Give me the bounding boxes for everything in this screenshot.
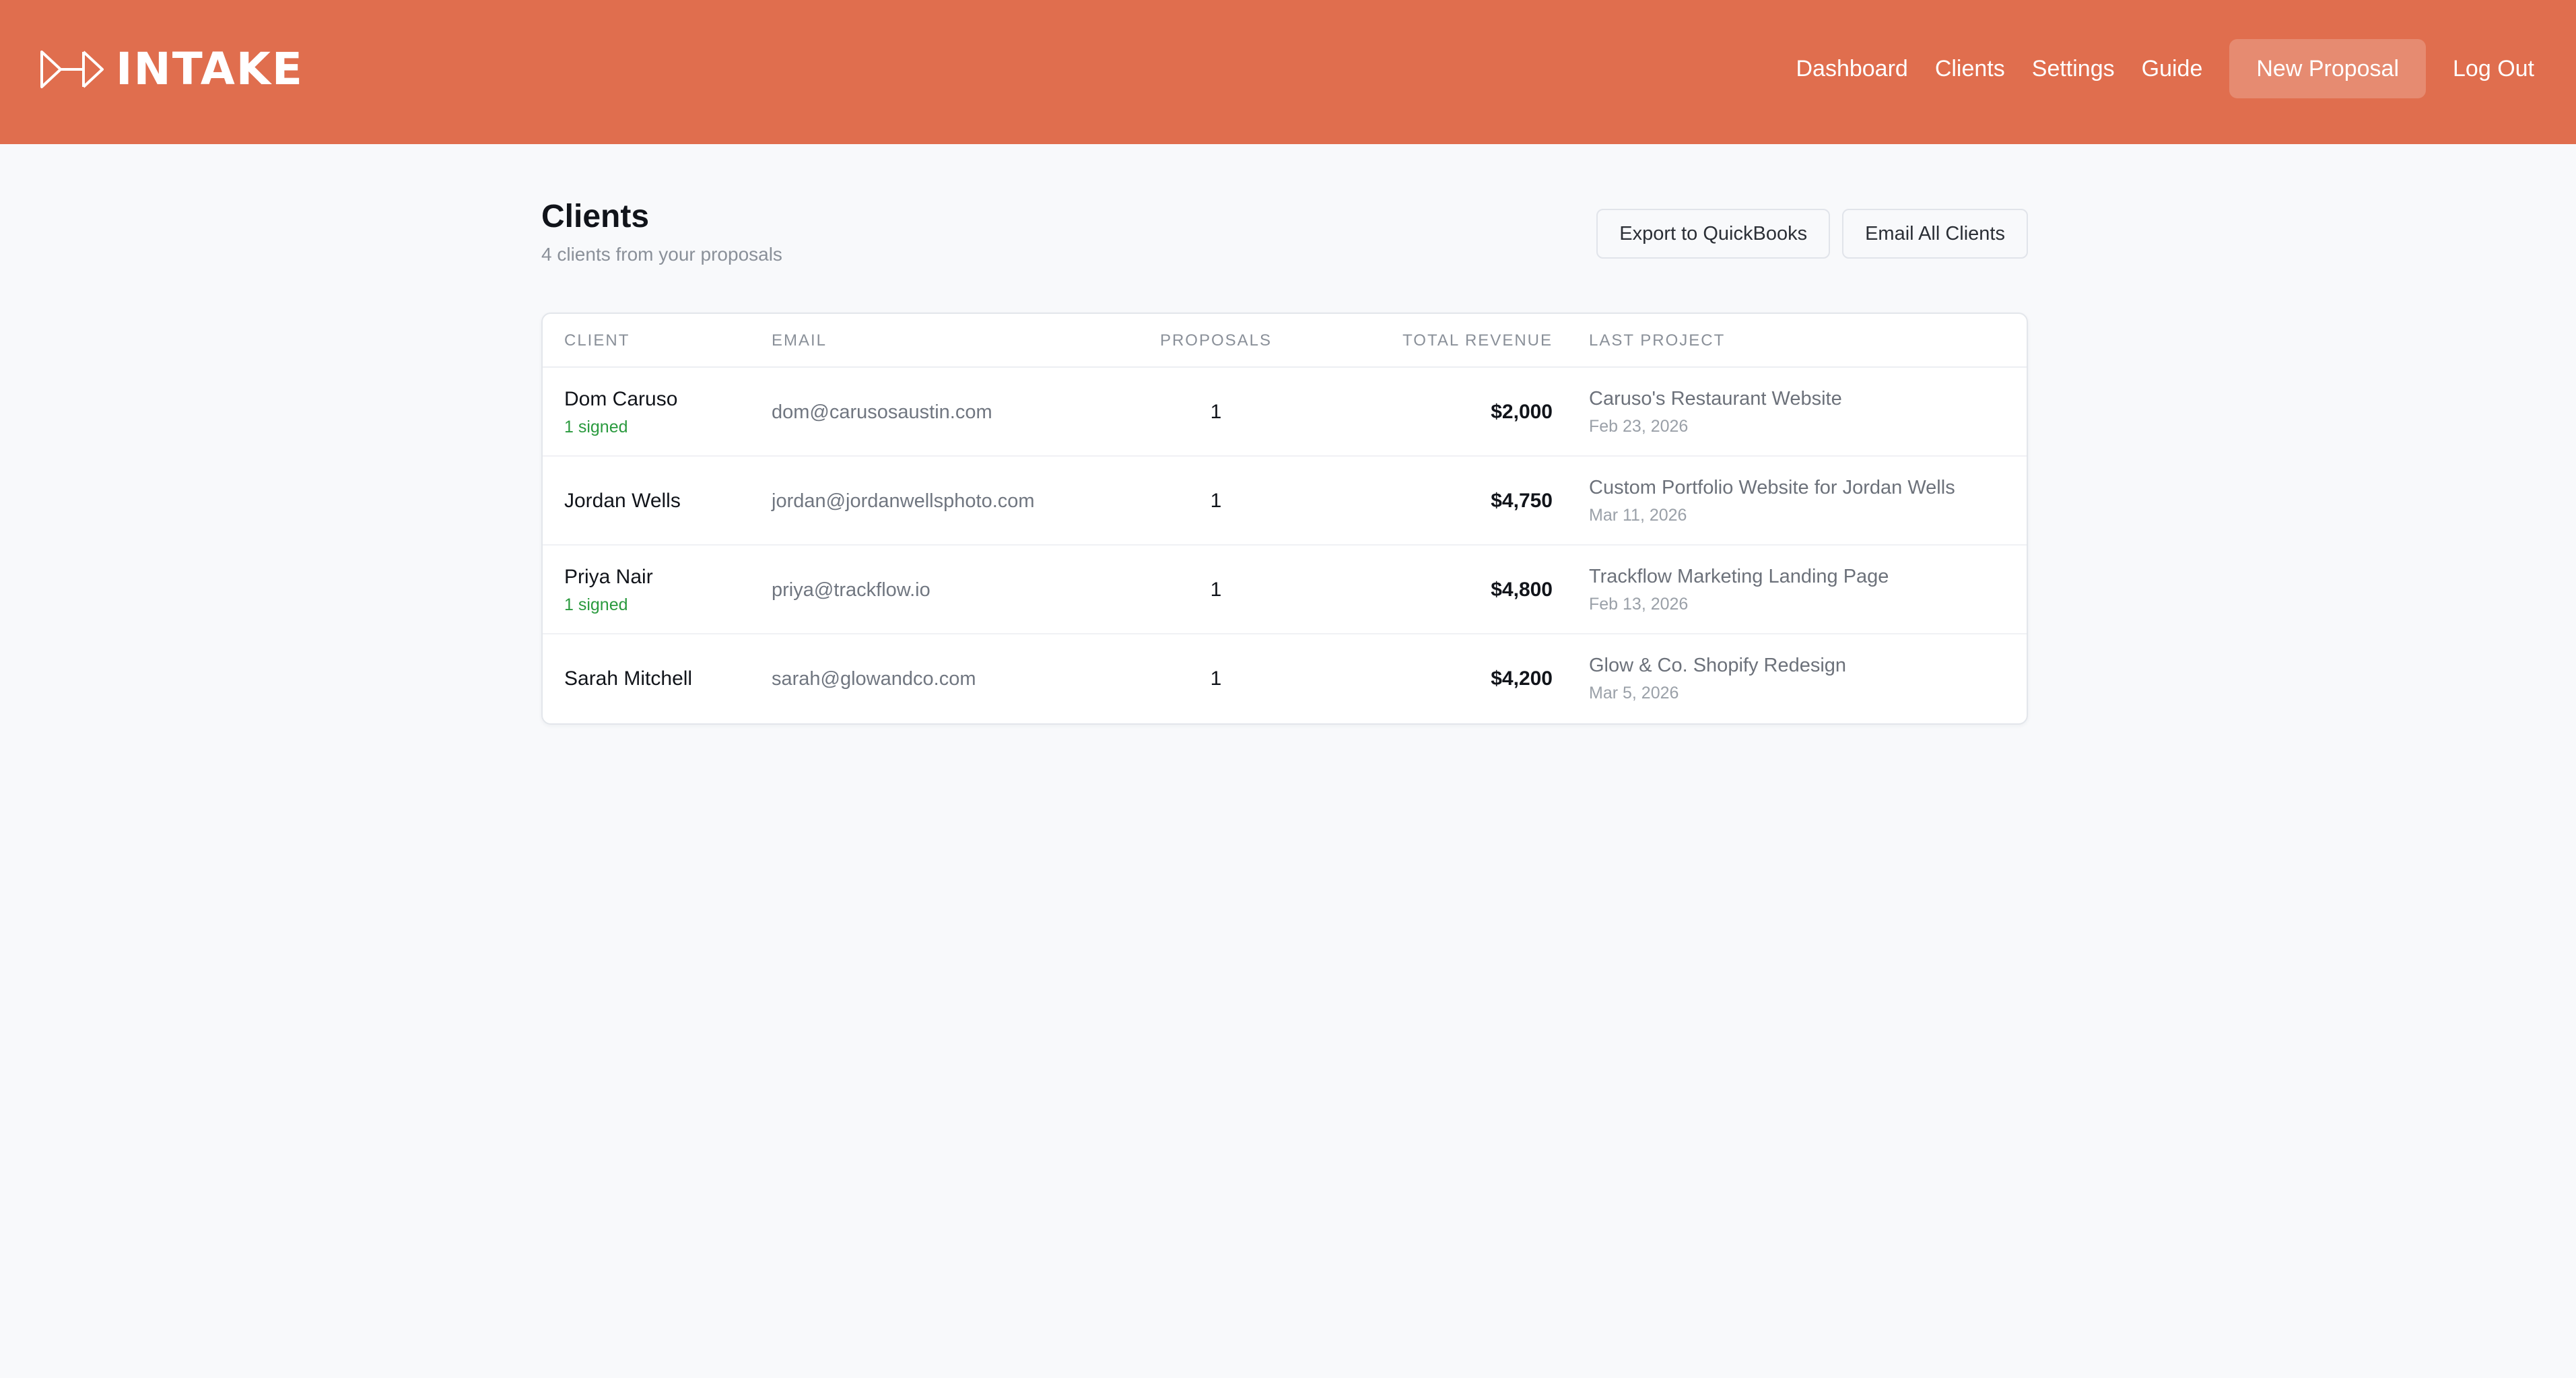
table-row[interactable]: Sarah Mitchell sarah@glowandco.com 1 $4,… <box>543 634 2027 723</box>
header-last-project[interactable]: LAST PROJECT <box>1589 331 1726 350</box>
last-project-cell: Custom Portfolio Website for Jordan Well… <box>1589 457 1955 546</box>
email-all-clients-button[interactable]: Email All Clients <box>1842 209 2028 259</box>
proposals-count: 1 <box>1210 667 1222 690</box>
main-nav: Dashboard Clients Settings Guide New Pro… <box>1796 39 2534 98</box>
client-name[interactable]: Priya Nair <box>564 565 653 588</box>
total-revenue: $4,800 <box>1491 579 1553 601</box>
proposals-count: 1 <box>1210 579 1222 601</box>
proposals-count: 1 <box>1210 401 1222 423</box>
main-content: Clients 4 clients from your proposals Ex… <box>541 144 2028 725</box>
logout-link[interactable]: Log Out <box>2453 55 2534 81</box>
page-header: Clients 4 clients from your proposals Ex… <box>541 144 2028 313</box>
header-client[interactable]: CLIENT <box>564 331 630 350</box>
signed-badge: 1 signed <box>564 595 628 614</box>
project-date: Mar 5, 2026 <box>1589 684 1679 702</box>
total-revenue: $4,200 <box>1491 667 1553 690</box>
client-cell: Priya Nair 1 signed <box>564 546 653 634</box>
project-date: Mar 11, 2026 <box>1589 506 1687 525</box>
new-proposal-button[interactable]: New Proposal <box>2229 39 2427 98</box>
page-title: Clients <box>541 199 650 234</box>
play-arrow-logo-icon <box>39 49 106 90</box>
brand-logo[interactable]: INTAKE <box>39 46 304 93</box>
client-email[interactable]: jordan@jordanwellsphoto.com <box>772 490 1035 512</box>
project-name[interactable]: Glow & Co. Shopify Redesign <box>1589 655 1847 676</box>
top-nav-bar: INTAKE Dashboard Clients Settings Guide … <box>0 0 2576 144</box>
client-name[interactable]: Dom Caruso <box>564 387 678 410</box>
nav-clients[interactable]: Clients <box>1934 55 2005 81</box>
table-header: CLIENT EMAIL PROPOSALS TOTAL REVENUE LAS… <box>543 314 2027 368</box>
nav-guide[interactable]: Guide <box>2141 55 2203 81</box>
signed-badge: 1 signed <box>564 417 628 436</box>
client-cell: Jordan Wells <box>564 457 681 546</box>
last-project-cell: Glow & Co. Shopify Redesign Mar 5, 2026 <box>1589 634 1846 723</box>
project-name[interactable]: Caruso's Restaurant Website <box>1589 388 1842 409</box>
page-actions: Export to QuickBooks Email All Clients <box>1584 209 2028 259</box>
export-quickbooks-button[interactable]: Export to QuickBooks <box>1596 209 1831 259</box>
client-name[interactable]: Jordan Wells <box>564 490 681 512</box>
total-revenue: $2,000 <box>1491 401 1553 423</box>
client-cell: Sarah Mitchell <box>564 634 692 723</box>
clients-table: CLIENT EMAIL PROPOSALS TOTAL REVENUE LAS… <box>541 313 2028 725</box>
brand-name: INTAKE <box>116 43 304 95</box>
header-total-revenue[interactable]: TOTAL REVENUE <box>1402 331 1553 350</box>
page-subtitle: 4 clients from your proposals <box>541 244 782 265</box>
total-revenue: $4,750 <box>1491 490 1553 512</box>
client-email[interactable]: priya@trackflow.io <box>772 579 930 601</box>
table-row[interactable]: Dom Caruso 1 signed dom@carusosaustin.co… <box>543 368 2027 457</box>
last-project-cell: Caruso's Restaurant Website Feb 23, 2026 <box>1589 368 1842 457</box>
table-row[interactable]: Jordan Wells jordan@jordanwellsphoto.com… <box>543 457 2027 546</box>
client-email[interactable]: dom@carusosaustin.com <box>772 401 992 423</box>
header-proposals[interactable]: PROPOSALS <box>1159 331 1273 350</box>
client-name[interactable]: Sarah Mitchell <box>564 667 693 690</box>
client-cell: Dom Caruso 1 signed <box>564 368 677 457</box>
project-date: Feb 23, 2026 <box>1589 417 1689 436</box>
project-name[interactable]: Custom Portfolio Website for Jordan Well… <box>1589 477 1955 498</box>
last-project-cell: Trackflow Marketing Landing Page Feb 13,… <box>1589 546 1889 634</box>
nav-settings[interactable]: Settings <box>2031 55 2115 81</box>
nav-dashboard[interactable]: Dashboard <box>1796 55 1908 81</box>
proposals-count: 1 <box>1210 490 1222 512</box>
client-email[interactable]: sarah@glowandco.com <box>772 667 976 690</box>
project-date: Feb 13, 2026 <box>1589 595 1689 614</box>
header-email[interactable]: EMAIL <box>772 331 827 350</box>
project-name[interactable]: Trackflow Marketing Landing Page <box>1589 566 1889 587</box>
table-row[interactable]: Priya Nair 1 signed priya@trackflow.io 1… <box>543 546 2027 634</box>
